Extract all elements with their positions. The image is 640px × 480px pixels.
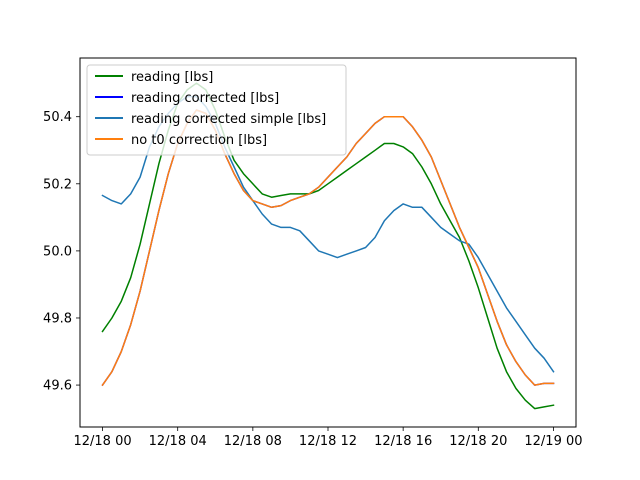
y-axis: 49.6 49.8 50.0 50.2 50.4: [43, 110, 80, 394]
legend-label: reading corrected simple [lbs]: [131, 112, 326, 127]
legend: reading [lbs] reading corrected [lbs] read…: [86, 64, 347, 156]
x-tick-label: 12/18 08: [224, 434, 282, 449]
legend-label: no t0 correction [lbs]: [131, 133, 267, 148]
y-tick-label: 50.4: [43, 110, 72, 125]
x-tick-label: 12/18 00: [73, 434, 131, 449]
x-axis: 12/18 00 12/18 04 12/18 08 12/18 12 12/18 16…: [73, 427, 583, 449]
x-tick-label: 12/18 20: [449, 434, 507, 449]
legend-label: reading [lbs]: [131, 70, 213, 85]
legend-box: [86, 64, 347, 156]
x-tick-label: 12/18 12: [299, 434, 357, 449]
legend-label: reading corrected [lbs]: [131, 91, 279, 106]
x-tick-label: 12/19 00: [524, 434, 582, 449]
y-tick-label: 49.8: [43, 311, 72, 326]
y-tick-label: 50.2: [43, 177, 72, 192]
y-tick-label: 50.0: [43, 244, 72, 259]
x-tick-label: 12/18 04: [149, 434, 207, 449]
x-tick-label: 12/18 16: [374, 434, 432, 449]
y-tick-label: 49.6: [43, 379, 72, 394]
